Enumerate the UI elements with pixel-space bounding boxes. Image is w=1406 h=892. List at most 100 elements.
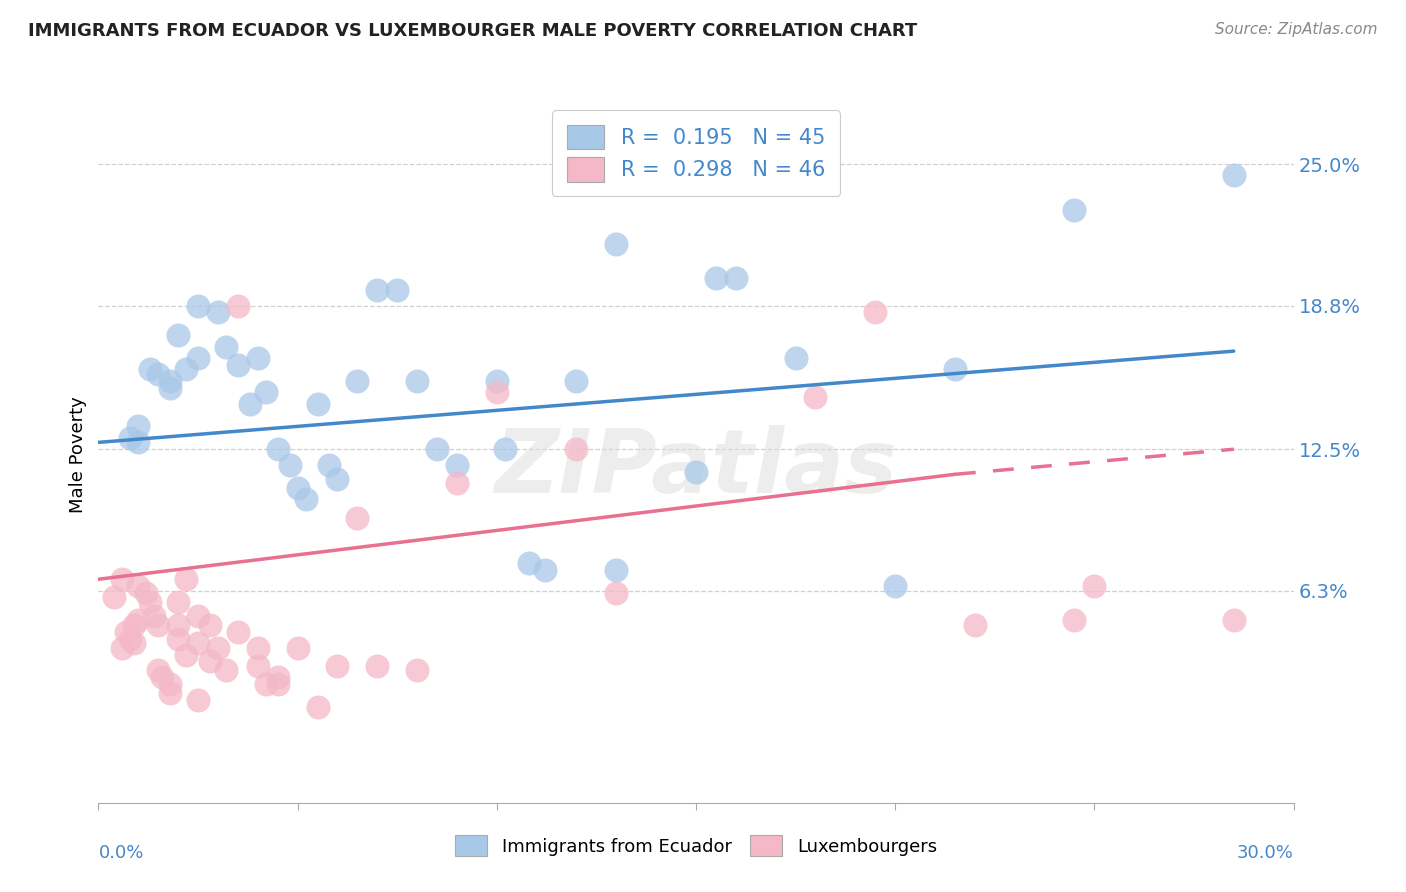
Point [254,677,277,691]
Point [267,677,290,691]
Point [605,563,627,577]
Point [485,385,508,400]
Point [246,640,269,655]
Point [148,367,170,381]
Point [207,640,229,655]
Point [533,563,555,577]
Point [159,381,181,395]
Point [565,442,588,457]
Text: 0.0%: 0.0% [98,844,143,862]
Point [287,481,309,495]
Point [120,632,142,646]
Point [1222,613,1246,627]
Point [174,362,197,376]
Point [187,693,209,707]
Point [385,283,409,297]
Point [239,396,262,410]
Point [174,572,197,586]
Point [704,271,727,285]
Legend: Immigrants from Ecuador, Luxembourgers: Immigrants from Ecuador, Luxembourgers [447,828,945,863]
Point [148,618,170,632]
Point [326,659,349,673]
Point [485,374,508,388]
Text: Source: ZipAtlas.com: Source: ZipAtlas.com [1215,22,1378,37]
Point [246,659,269,673]
Point [207,305,229,319]
Point [159,677,181,691]
Point [307,396,329,410]
Y-axis label: Male Poverty: Male Poverty [69,397,87,513]
Point [148,664,170,678]
Point [215,340,238,354]
Text: ZIPatlas: ZIPatlas [495,425,897,512]
Point [246,351,269,365]
Point [406,664,429,678]
Point [884,579,907,593]
Point [517,556,540,570]
Point [226,298,249,312]
Point [174,648,197,662]
Point [127,419,149,434]
Point [167,595,190,609]
Point [1063,613,1085,627]
Point [111,640,134,655]
Point [1222,169,1246,183]
Point [215,664,238,678]
Point [307,700,329,714]
Point [187,351,209,365]
Point [198,654,221,668]
Point [115,624,138,639]
Point [226,624,249,639]
Point [963,618,986,632]
Point [426,442,449,457]
Point [103,591,125,605]
Point [187,608,209,623]
Point [1063,202,1085,217]
Point [446,458,468,473]
Point [139,595,162,609]
Point [254,385,277,400]
Point [127,579,149,593]
Text: IMMIGRANTS FROM ECUADOR VS LUXEMBOURGER MALE POVERTY CORRELATION CHART: IMMIGRANTS FROM ECUADOR VS LUXEMBOURGER … [28,22,917,40]
Point [187,636,209,650]
Point [167,618,190,632]
Point [267,670,290,684]
Point [226,358,249,372]
Point [139,362,162,376]
Point [685,465,707,479]
Point [406,374,429,388]
Point [120,431,142,445]
Point [346,510,368,524]
Point [159,686,181,700]
Point [127,435,149,450]
Point [150,670,173,684]
Point [198,618,221,632]
Point [494,442,516,457]
Point [366,283,388,297]
Point [318,458,340,473]
Point [943,362,966,376]
Point [127,613,149,627]
Point [804,390,827,404]
Point [724,271,747,285]
Point [135,586,157,600]
Point [143,608,166,623]
Text: 30.0%: 30.0% [1237,844,1294,862]
Point [287,640,309,655]
Point [187,298,209,312]
Point [366,659,388,673]
Point [605,586,627,600]
Point [605,236,627,251]
Point [124,618,146,632]
Point [785,351,807,365]
Point [159,374,181,388]
Point [267,442,290,457]
Point [565,374,588,388]
Point [346,374,368,388]
Point [863,305,887,319]
Point [167,328,190,343]
Point [1083,579,1105,593]
Point [278,458,301,473]
Point [167,632,190,646]
Point [111,572,134,586]
